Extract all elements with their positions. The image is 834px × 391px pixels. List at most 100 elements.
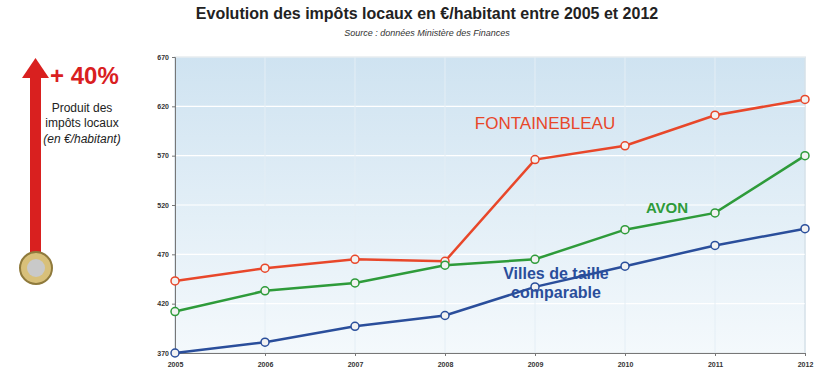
x-axis: 2005 2006 2007 2008 2009 2010 2011 2012 — [168, 353, 814, 368]
x-tick-label: 2006 — [258, 361, 274, 368]
x-tick-label: 2007 — [348, 361, 364, 368]
tick-mark — [715, 353, 716, 356]
tick-mark — [805, 353, 806, 356]
grid-line — [175, 303, 805, 304]
marker — [171, 349, 179, 357]
series — [171, 152, 809, 316]
grid-line — [175, 106, 805, 107]
marker — [171, 308, 179, 316]
marker — [351, 279, 359, 287]
series-line — [175, 229, 805, 353]
arrow-decoration — [20, 58, 52, 284]
x-tick: 2010 — [618, 353, 634, 368]
series-group — [171, 95, 809, 357]
y-tick: 470 — [157, 251, 175, 258]
marker — [711, 209, 719, 217]
x-tick-label: 2011 — [708, 361, 723, 368]
tick-mark — [445, 353, 446, 356]
marker — [441, 312, 449, 320]
series-label: AVON — [646, 199, 688, 216]
tick-mark — [172, 254, 175, 255]
y-tick: 570 — [157, 152, 175, 159]
marker — [531, 156, 539, 164]
annotation: + 40% — [50, 62, 119, 89]
title: Evolution des impôts locaux en €/habitan… — [196, 5, 658, 22]
coin — [20, 252, 52, 284]
marker — [261, 287, 269, 295]
x-axis-line — [176, 354, 806, 357]
tick-mark — [625, 353, 626, 356]
marker — [621, 262, 629, 270]
plot: 3704204705205706206702005200620072008200… — [157, 54, 813, 369]
x-tick: 2009 — [528, 353, 544, 368]
marker — [261, 264, 269, 272]
tick-mark — [172, 57, 175, 58]
x-tick: 2012 — [798, 353, 814, 368]
marker — [711, 111, 719, 119]
grid-line — [445, 57, 446, 353]
marker — [801, 152, 809, 160]
series-line — [175, 156, 805, 312]
tick-mark — [172, 205, 175, 206]
x-tick: 2011 — [708, 353, 723, 368]
x-tick-label: 2008 — [438, 361, 454, 368]
tick-mark — [535, 353, 536, 356]
marker — [531, 255, 539, 263]
y-tick-label: 420 — [157, 300, 169, 307]
series — [171, 95, 809, 285]
y-tick-label: 570 — [157, 152, 169, 159]
marker — [261, 338, 269, 346]
y-tick-label: 620 — [157, 103, 169, 110]
marker — [801, 225, 809, 233]
coin-center — [27, 259, 45, 277]
marker — [621, 142, 629, 150]
y-tick-label: 670 — [157, 54, 169, 61]
marker — [171, 277, 179, 285]
x-tick-label: 2005 — [168, 361, 184, 368]
marker — [801, 95, 809, 103]
chart: Evolution des impôts locaux en €/habitan… — [0, 0, 834, 391]
grid-line — [535, 57, 536, 353]
series-label: Villes de taillecomparable — [503, 265, 609, 301]
grid-line — [625, 57, 626, 353]
tick-mark — [172, 106, 175, 107]
y-tick-label: 370 — [157, 350, 169, 357]
arrow-head — [22, 58, 49, 78]
grid-line — [265, 57, 266, 353]
subtitle: Source : données Ministère des Finances — [344, 28, 510, 38]
marker — [351, 255, 359, 263]
y-tick-label: 470 — [157, 251, 169, 258]
tick-mark — [355, 353, 356, 356]
x-tick-label: 2010 — [618, 361, 634, 368]
grid-line — [175, 155, 805, 156]
x-tick-label: 2012 — [798, 361, 814, 368]
grid-line — [175, 56, 805, 57]
grid-line — [175, 254, 805, 255]
marker — [621, 226, 629, 234]
y-tick: 520 — [157, 202, 175, 209]
plot-background — [175, 57, 805, 353]
grid-line — [175, 204, 805, 205]
arrow-shaft — [30, 75, 41, 255]
y-tick: 670 — [157, 54, 175, 61]
grid-line — [355, 57, 356, 353]
series — [171, 225, 809, 357]
grid-line — [715, 57, 716, 353]
series-label: FONTAINEBLEAU — [475, 114, 615, 133]
x-tick: 2008 — [438, 353, 454, 368]
marker — [711, 241, 719, 249]
tick-mark — [265, 353, 266, 356]
annotation: Produit desimpôts locaux — [45, 101, 118, 130]
x-tick: 2007 — [348, 353, 364, 368]
x-tick-label: 2009 — [528, 361, 544, 368]
tick-mark — [172, 304, 175, 305]
tick-mark — [172, 156, 175, 157]
grid — [175, 57, 805, 353]
y-tick: 620 — [157, 103, 175, 110]
y-tick: 420 — [157, 300, 175, 307]
y-tick-label: 520 — [157, 202, 169, 209]
marker — [351, 322, 359, 330]
annotation: (en €/habitant) — [43, 132, 120, 146]
marker — [441, 261, 449, 269]
series-line — [175, 99, 805, 281]
